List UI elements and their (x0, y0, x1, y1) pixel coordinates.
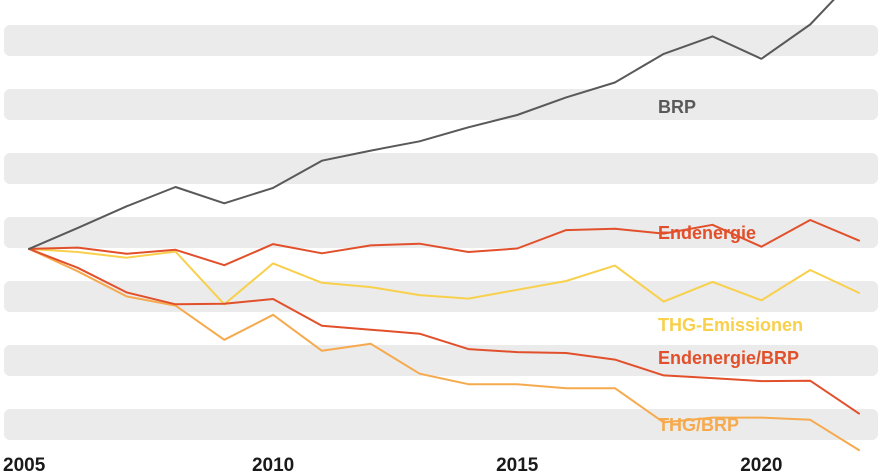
series-label-endenergie-brp: Endenergie/BRP (658, 348, 799, 368)
series-line-endenergie-brp (28, 247, 860, 415)
x-tick-label-2005: 2005 (3, 455, 46, 475)
series-label-thg-emissionen: THG-Emissionen (658, 315, 803, 335)
grid-band-2 (4, 89, 878, 120)
series-line-thg-brp (28, 247, 860, 452)
grid-band-7 (4, 409, 878, 440)
grid-band-4 (4, 217, 878, 248)
series-line-thg-emissionen (28, 247, 860, 306)
series-labels: BRP Endenergie THG-Emissionen Endenergie/BR… (658, 97, 803, 435)
grid-bands (4, 25, 878, 440)
x-axis-tick-labels: 2005 2010 2015 2020 (3, 455, 782, 475)
series-label-thg-brp: THG/BRP (658, 415, 739, 435)
x-tick-label-2010: 2010 (252, 455, 294, 475)
grid-band-6 (4, 345, 878, 376)
grid-band-1 (4, 25, 878, 56)
series-label-brp: BRP (658, 97, 696, 117)
series-line-brp (28, 0, 835, 250)
x-tick-label-2015: 2015 (496, 455, 539, 475)
series-label-endenergie: Endenergie (658, 223, 756, 243)
series-line-endenergie (28, 219, 860, 267)
x-tick-label-2020: 2020 (740, 455, 782, 475)
series-lines (28, 0, 860, 452)
grid-band-3 (4, 153, 878, 184)
